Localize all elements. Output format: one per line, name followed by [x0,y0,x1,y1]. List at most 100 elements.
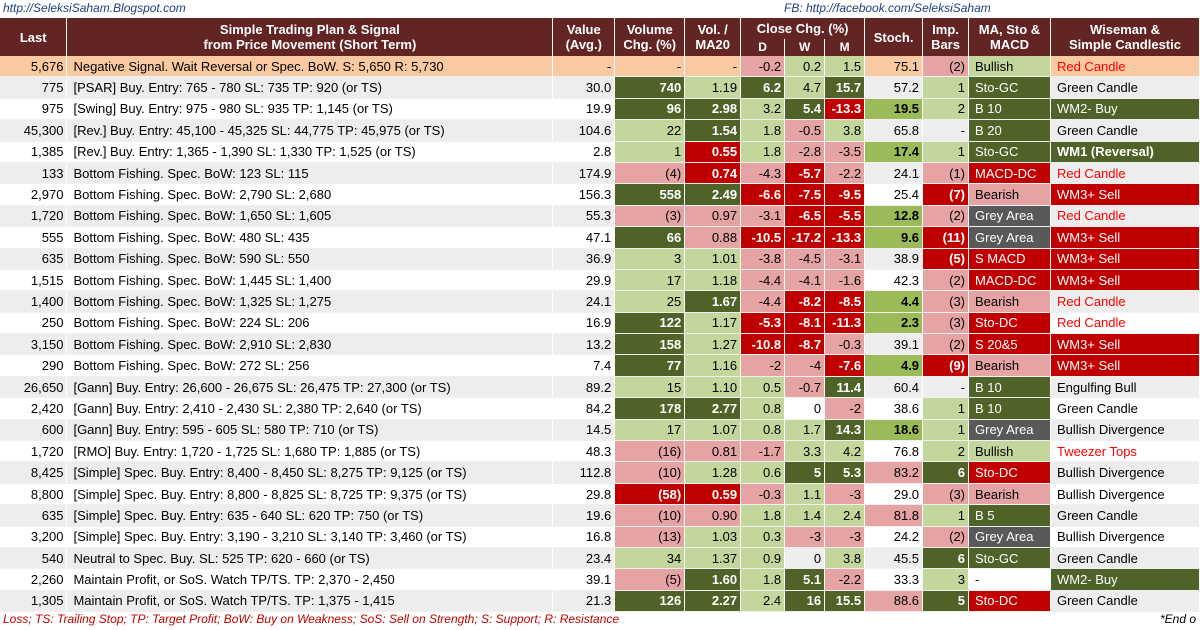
cell-value: 2.8 [552,141,616,163]
cell-volma: 1.17 [684,312,742,335]
cell-last: 975 [0,98,68,121]
cell-d: -4.3 [740,162,786,185]
table-row: 8,425 [Simple] Spec. Buy. Entry: 8,400 - … [0,461,1200,484]
cell-last: 1,720 [0,205,68,228]
cell-plan: Bottom Fishing. Spec. BoW: 2,910 SL: 2,8… [66,333,554,356]
cell-d: -4.4 [740,269,786,292]
cell-volma: 1.27 [684,333,742,356]
facebook-link[interactable]: FB: http://facebook.com/SeleksiSaham [784,1,991,15]
cell-volchg: 1 [614,141,686,163]
cell-m: -13.3 [824,226,866,249]
cell-m: 3.8 [824,547,866,570]
col-value: Value (Avg.) [552,18,616,56]
cell-d: -5.3 [740,312,786,335]
table-row: 133 Bottom Fishing. Spec. BoW: 123 SL: 11… [0,162,1200,185]
table-row: 2,970 Bottom Fishing. Spec. BoW: 2,790 SL… [0,183,1200,206]
cell-volchg: 558 [614,183,686,206]
cell-last: 555 [0,226,68,249]
cell-wise: WM1 (Reversal) [1050,141,1200,163]
cell-d: -1.7 [740,440,786,463]
cell-volma: 1.07 [684,419,742,442]
table-row: 8,800 [Simple] Spec. Buy. Entry: 8,800 - … [0,483,1200,506]
cell-last: 5,676 [0,56,68,78]
cell-plan: Bottom Fishing. Spec. BoW: 1,325 SL: 1,2… [66,290,554,313]
cell-volchg: (16) [614,440,686,463]
table-row: 3,150 Bottom Fishing. Spec. BoW: 2,910 SL… [0,333,1200,356]
cell-plan: Bottom Fishing. Spec. BoW: 123 SL: 115 [66,162,554,185]
cell-w: -6.5 [784,205,826,228]
cell-ma: MACD-DC [968,162,1051,185]
cell-plan: [PSAR] Buy. Entry: 765 - 780 SL: 735 TP:… [66,76,554,99]
cell-plan: [Simple] Spec. Buy. Entry: 8,400 - 8,450… [66,461,554,484]
cell-volma: 2.49 [684,183,742,206]
cell-plan: [Rev.] Buy. Entry: 45,100 - 45,325 SL: 4… [66,119,554,142]
cell-m: -9.5 [824,183,866,206]
cell-wise: Green Candle [1050,590,1200,613]
cell-last: 1,385 [0,141,68,163]
cell-volchg: (10) [614,504,686,527]
cell-w: -8.7 [784,333,826,356]
cell-plan: [Gann] Buy. Entry: 595 - 605 SL: 580 TP:… [66,419,554,442]
cell-imp: (11) [922,226,969,249]
cell-stoch: 9.6 [864,226,924,249]
cell-stoch: 75.1 [864,56,924,78]
cell-plan: Bottom Fishing. Spec. BoW: 480 SL: 435 [66,226,554,249]
cell-wise: Red Candle [1050,205,1200,228]
cell-m: 3.8 [824,119,866,142]
cell-value: 21.3 [552,590,616,613]
cell-wise: Bullish Divergence [1050,419,1200,442]
cell-d: 0.6 [740,461,786,484]
cell-w: -2.8 [784,141,826,163]
cell-ma: Sto-GC [968,76,1051,99]
cell-plan: Bottom Fishing. Spec. BoW: 1,445 SL: 1,4… [66,269,554,292]
cell-volma: 0.55 [684,141,742,163]
cell-d: -4.4 [740,290,786,313]
cell-w: -0.5 [784,119,826,142]
footer: Loss; TS: Trailing Stop; TP: Target Prof… [0,611,1200,630]
cell-w: 0 [784,397,826,420]
cell-wise: Green Candle [1050,547,1200,570]
cell-m: 2.4 [824,504,866,527]
col-plan: Simple Trading Plan & Signal from Price M… [66,18,554,56]
cell-d: 0.3 [740,526,786,548]
cell-ma: Sto-DC [968,312,1051,335]
table-row: 45,300 [Rev.] Buy. Entry: 45,100 - 45,325… [0,119,1200,142]
cell-plan: Neutral to Spec. Buy. SL: 525 TP: 620 - … [66,547,554,570]
cell-stoch: 18.6 [864,419,924,442]
cell-plan: [Swing] Buy. Entry: 975 - 980 SL: 935 TP… [66,98,554,121]
cell-volma: 1.60 [684,568,742,591]
cell-plan: Maintain Profit, or SoS. Watch TP/TS. TP… [66,568,554,591]
cell-volchg: 34 [614,547,686,570]
cell-plan: Bottom Fishing. Spec. BoW: 224 SL: 206 [66,312,554,335]
cell-imp: 1 [922,76,969,99]
cell-value: 174.9 [552,162,616,185]
cell-value: 29.9 [552,269,616,292]
cell-plan: [Gann] Buy. Entry: 26,600 - 26,675 SL: 2… [66,376,554,399]
cell-m: -3 [824,483,866,506]
cell-volma: 1.03 [684,526,742,548]
cell-m: 1.5 [824,56,866,78]
cell-volchg: 740 [614,76,686,99]
cell-value: 19.9 [552,98,616,121]
cell-stoch: 4.4 [864,290,924,313]
cell-m: -3.5 [824,141,866,163]
cell-last: 2,420 [0,397,68,420]
cell-volchg: (10) [614,461,686,484]
cell-stoch: 60.4 [864,376,924,399]
cell-stoch: 19.5 [864,98,924,121]
cell-last: 2,970 [0,183,68,206]
cell-volchg: (58) [614,483,686,506]
cell-last: 133 [0,162,68,185]
cell-last: 1,400 [0,290,68,313]
cell-ma: Grey Area [968,419,1051,442]
cell-imp: 6 [922,547,969,570]
cell-value: 30.0 [552,76,616,99]
cell-w: -3 [784,526,826,548]
blog-link[interactable]: http://SeleksiSaham.Blogspot.com [3,1,186,15]
cell-volchg: (5) [614,568,686,591]
table-row: 775 [PSAR] Buy. Entry: 765 - 780 SL: 735 … [0,76,1200,99]
cell-d: 1.8 [740,568,786,591]
cell-value: 36.9 [552,248,616,270]
cell-m: 15.5 [824,590,866,613]
cell-m: 14.3 [824,419,866,442]
